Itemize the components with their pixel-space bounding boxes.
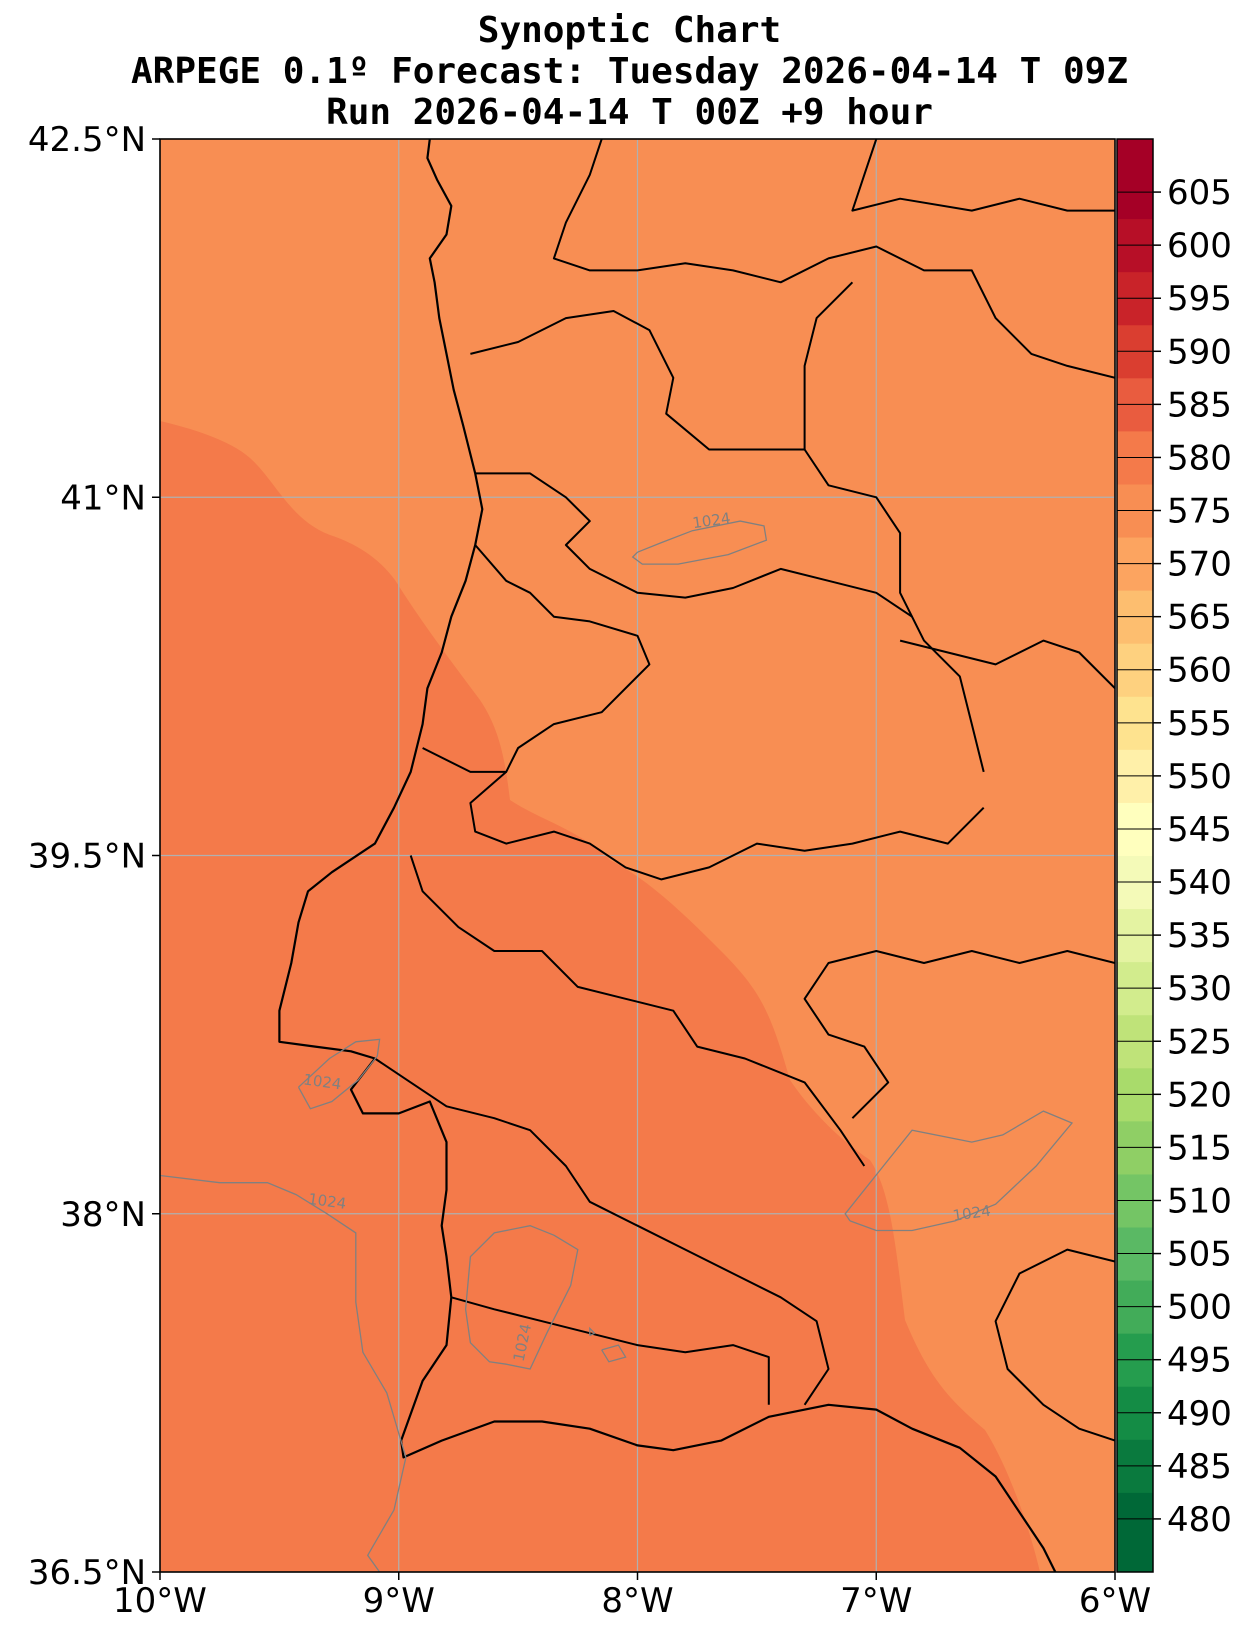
x-tick-label: 10°W bbox=[113, 1581, 207, 1621]
colorbar-tick-label: 565 bbox=[1167, 598, 1232, 638]
colorbar-tick-label: 545 bbox=[1167, 810, 1232, 850]
x-tick-label: 6°W bbox=[1079, 1581, 1151, 1621]
coastline bbox=[278, 139, 1057, 1572]
isobar-label: 1024 bbox=[952, 1202, 992, 1225]
isobar-line bbox=[631, 520, 768, 565]
colorbar-tick-label: 525 bbox=[1167, 1022, 1232, 1062]
colorbar-tick-label: 485 bbox=[1167, 1447, 1232, 1487]
colorbar-tick-label: 480 bbox=[1167, 1500, 1232, 1540]
colorbar-tick-label: 590 bbox=[1167, 332, 1232, 372]
region-boundary bbox=[374, 1057, 830, 1406]
region-boundary bbox=[803, 281, 854, 450]
region-boundary bbox=[475, 472, 913, 618]
coastline-path bbox=[278, 139, 1057, 1572]
region-boundary bbox=[469, 771, 985, 881]
colorbar-tick-label: 520 bbox=[1167, 1075, 1232, 1115]
colorbar-tick-label: 600 bbox=[1167, 226, 1232, 266]
region-boundary bbox=[994, 1248, 1115, 1442]
x-tick-label: 8°W bbox=[601, 1581, 673, 1621]
colorbar-tick-label: 605 bbox=[1167, 173, 1232, 213]
chart-title-line-1: Synoptic Chart bbox=[477, 10, 782, 51]
colorbar-tick-label: 595 bbox=[1167, 279, 1232, 319]
region-boundary bbox=[803, 950, 1115, 1119]
region-boundary bbox=[851, 139, 1115, 212]
colorbar-swatch bbox=[1117, 1492, 1153, 1573]
isobar-label: 1024 bbox=[302, 1070, 342, 1093]
regional-boundaries bbox=[374, 139, 1115, 1442]
colorbar-tick-label: 495 bbox=[1167, 1341, 1232, 1381]
colorbar-tick-label: 585 bbox=[1167, 385, 1232, 425]
colorbar-tick-label: 575 bbox=[1167, 492, 1232, 532]
region-boundary bbox=[899, 639, 1115, 690]
chart-title: Synoptic Chart ARPEGE 0.1º Forecast: Tue… bbox=[0, 10, 1259, 133]
gridlines bbox=[160, 139, 1115, 1572]
isobar-line bbox=[297, 1038, 381, 1110]
colorbar-tick-label: 490 bbox=[1167, 1394, 1232, 1434]
y-tick-label: 42.5°N bbox=[28, 120, 146, 160]
x-axis-ticks: 10°W 9°W 8°W 7°W 6°W bbox=[113, 1572, 1151, 1621]
colorbar-tick-label: 510 bbox=[1167, 1181, 1232, 1221]
y-tick-label: 39.5°N bbox=[28, 837, 146, 877]
isobar-line bbox=[601, 1344, 627, 1363]
isobar-line bbox=[464, 1225, 579, 1370]
isobar-line bbox=[160, 1174, 407, 1572]
isobar-label: 1024 bbox=[691, 509, 731, 532]
y-axis-ticks: 42.5°N 41°N 39.5°N 38°N 36.5°N bbox=[28, 120, 160, 1593]
colorbar-tick-label: 560 bbox=[1167, 651, 1232, 691]
colorbar-tick-label: 570 bbox=[1167, 545, 1232, 585]
colorbar-tick-label: 550 bbox=[1167, 757, 1232, 797]
colorbar-tick-label: 530 bbox=[1167, 969, 1232, 1009]
colorbar-tick-label: 580 bbox=[1167, 438, 1232, 478]
isobar-line bbox=[589, 1326, 596, 1337]
colorbar-tick-label: 500 bbox=[1167, 1288, 1232, 1328]
region-boundary bbox=[552, 139, 1115, 379]
chart-title-line-3: Run 2026-04-14 T 00Z +9 hour bbox=[326, 92, 933, 133]
colorbar-frame bbox=[1116, 138, 1154, 1573]
chart-title-line-2: ARPEGE 0.1º Forecast: Tuesday 2026-04-14… bbox=[131, 51, 1128, 92]
region-boundary bbox=[451, 1296, 770, 1405]
colorbar-tick-label: 515 bbox=[1167, 1128, 1232, 1168]
colorbar-tick-label: 535 bbox=[1167, 916, 1232, 956]
isobar-label: 1024 bbox=[307, 1190, 347, 1213]
colorbar-swatch bbox=[1117, 139, 1153, 220]
y-tick-label: 38°N bbox=[60, 1195, 146, 1235]
colorbar-tick-label: 555 bbox=[1167, 704, 1232, 744]
x-tick-label: 7°W bbox=[840, 1581, 912, 1621]
y-tick-label: 36.5°N bbox=[28, 1553, 146, 1593]
x-tick-label: 9°W bbox=[363, 1581, 435, 1621]
region-boundary bbox=[409, 855, 866, 1167]
field-region-580 bbox=[160, 421, 1040, 1572]
colorbar-tick-label: 540 bbox=[1167, 863, 1232, 903]
isobar-line bbox=[844, 1110, 1074, 1232]
colorbar-tick-label: 505 bbox=[1167, 1235, 1232, 1275]
region-boundary bbox=[470, 310, 985, 773]
colorbar: 480 485 490 495 500 505 510 515 520 525 530 535 540 5… bbox=[1116, 138, 1232, 1573]
y-tick-label: 41°N bbox=[60, 478, 146, 518]
